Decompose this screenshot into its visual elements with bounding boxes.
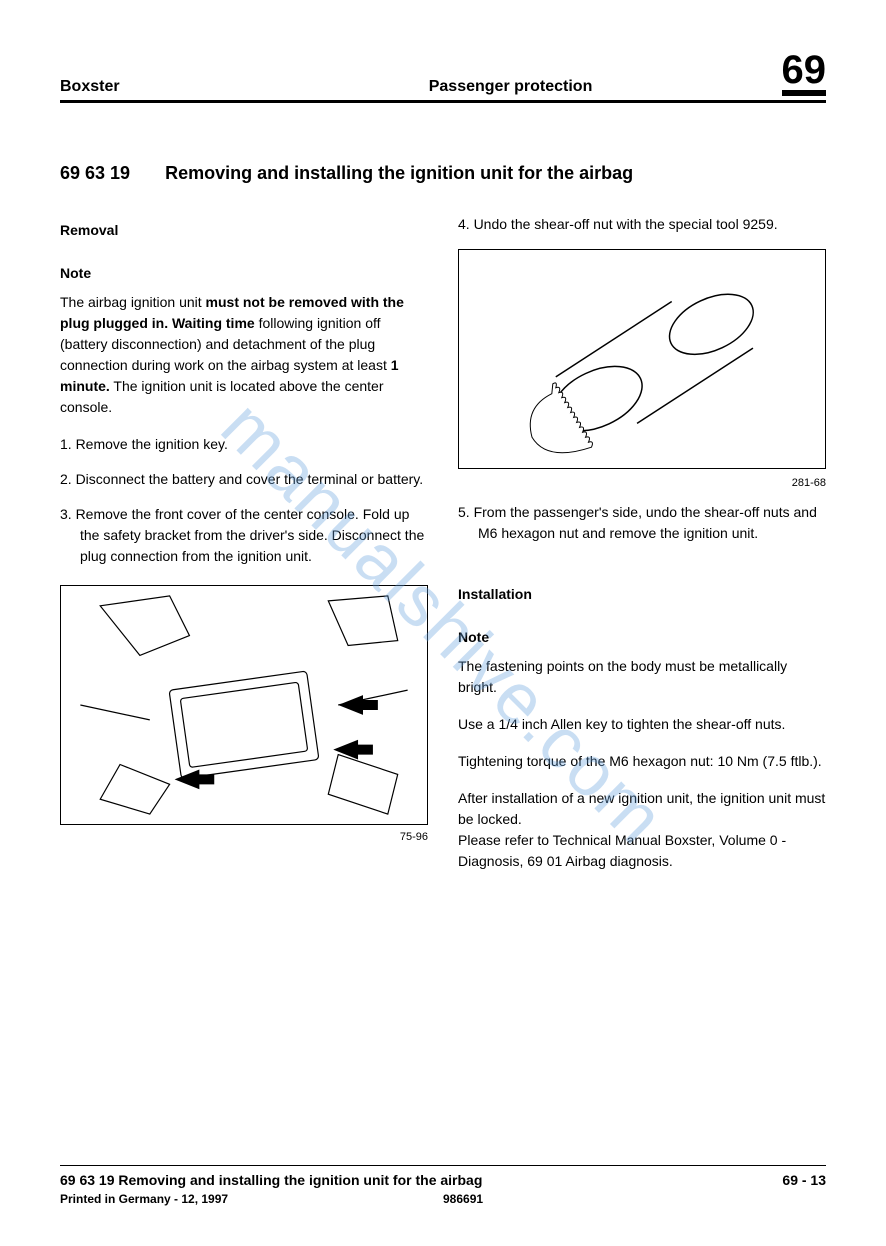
footer-rule: 69 63 19 Removing and installing the ign…	[60, 1165, 826, 1206]
section-code: 69 63 19	[60, 163, 130, 184]
install-para-3: After installation of a new ignition uni…	[458, 788, 826, 872]
note-heading-left: Note	[60, 263, 428, 284]
header-model: Boxster	[60, 78, 120, 96]
figure-1-svg	[61, 586, 427, 824]
section-heading-text: Removing and installing the ignition uni…	[165, 163, 633, 183]
installation-heading: Installation	[458, 584, 826, 605]
page-header: Boxster Passenger protection 69	[60, 50, 826, 103]
note-heading-right: Note	[458, 627, 826, 648]
removal-heading: Removal	[60, 220, 428, 241]
footer-title: 69 63 19 Removing and installing the ign…	[60, 1172, 482, 1188]
install-para-2: Tightening torque of the M6 hexagon nut:…	[458, 751, 826, 772]
step-1: 1. Remove the ignition key.	[60, 434, 428, 455]
content-columns: Removal Note The airbag ignition unit mu…	[60, 214, 826, 888]
note-paragraph-left: The airbag ignition unit must not be rem…	[60, 292, 428, 418]
install-para-1: Use a 1/4 inch Allen key to tighten the …	[458, 714, 826, 735]
footer-row-1: 69 63 19 Removing and installing the ign…	[60, 1172, 826, 1188]
footer-row-2: Printed in Germany - 12, 1997 986691	[60, 1192, 826, 1206]
page-footer: 69 63 19 Removing and installing the ign…	[60, 1165, 826, 1206]
header-chapter-number: 69	[782, 50, 827, 96]
step-5: 5. From the passenger's side, undo the s…	[458, 502, 826, 544]
figure-2-svg	[459, 250, 825, 468]
figure-1-label: 75-96	[60, 829, 428, 846]
left-column: Removal Note The airbag ignition unit mu…	[60, 214, 428, 888]
figure-2	[458, 249, 826, 469]
note-text-1: The airbag ignition unit	[60, 294, 206, 310]
footer-page-number: 69 - 13	[782, 1172, 826, 1188]
figure-1	[60, 585, 428, 825]
step-4: 4. Undo the shear-off nut with the speci…	[458, 214, 826, 235]
footer-print-info: Printed in Germany - 12, 1997	[60, 1192, 443, 1206]
section-title: 69 63 19 Removing and installing the ign…	[60, 163, 826, 184]
note-paragraph-right: The fastening points on the body must be…	[458, 656, 826, 698]
step-3: 3. Remove the front cover of the center …	[60, 504, 428, 567]
header-section: Passenger protection	[120, 78, 782, 96]
footer-doc-code: 986691	[443, 1192, 483, 1206]
right-column: 4. Undo the shear-off nut with the speci…	[458, 214, 826, 888]
figure-2-label: 281-68	[458, 475, 826, 492]
step-2: 2. Disconnect the battery and cover the …	[60, 469, 428, 490]
